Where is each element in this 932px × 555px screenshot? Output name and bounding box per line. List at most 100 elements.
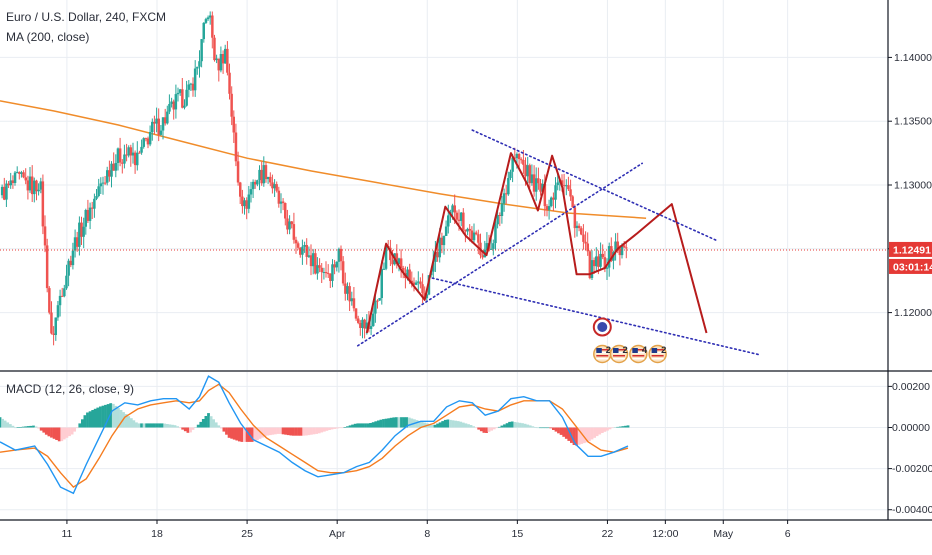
macd-histogram-bar [338,427,342,429]
macd-histogram-bar [253,427,257,442]
candle-body [187,84,190,90]
macd-histogram-bar [567,427,571,441]
macd-histogram-bar [474,427,478,429]
macd-histogram-bar [73,427,76,432]
macd-histogram-bar [183,427,187,432]
time-tick-label: 11 [61,528,72,540]
macd-histogram-bar [379,419,383,428]
macd-histogram-bar [608,427,612,430]
macd-histogram-bar [292,427,295,436]
candle-body [86,210,90,221]
macd-histogram-bar [407,417,411,428]
candle-body [129,147,133,156]
macd-histogram-bar [106,404,110,428]
us-flag-stripe [632,358,645,360]
candle-body [5,183,8,200]
globe-event-icon [597,322,608,332]
candle-body [256,180,259,185]
macd-histogram-bar [371,422,375,428]
macd-histogram-bar [534,427,537,428]
candle-body [67,260,70,276]
macd-histogram-bar [101,405,105,428]
macd-histogram-bar [220,427,223,429]
candle-body [562,185,566,187]
macd-histogram-bar [382,419,385,428]
macd-histogram-bar [78,423,82,428]
candle-body [380,269,383,298]
candle-body [489,248,493,250]
candle-body [434,252,437,262]
candle-body [363,319,366,329]
macd-histogram-bar [70,427,74,435]
candle-body [54,317,57,335]
candle-body [614,241,617,253]
candle-body [522,160,525,165]
us-flag-canton [613,348,619,353]
macd-histogram-bar [492,427,496,430]
candle-body [500,203,504,216]
candle-body [597,256,600,267]
macd-histogram-bar [83,415,87,428]
candle-body [45,245,49,289]
candle-body [166,111,169,124]
candle-body [550,197,553,207]
macd-histogram-bar [297,427,300,436]
channel-line [471,129,719,242]
macd-histogram-bar [580,427,584,444]
macd-histogram-bar [554,427,558,432]
candle-body [88,207,92,221]
macd-histogram-bar [214,422,218,428]
macd-histogram-bar [268,427,272,436]
event-count-badge: 2 [623,345,628,356]
candle-body [80,222,83,237]
candle-body [451,205,454,212]
macd-histogram-bar [256,427,259,440]
candle-body [33,180,36,195]
macd-histogram-bar [245,427,249,442]
candle-body [136,152,139,166]
candle-body [43,226,47,246]
macd-histogram-bar [595,427,599,437]
candle-body [264,165,268,180]
macd-histogram-bar [418,420,421,428]
macd-histogram-bar [536,427,540,429]
candle-body [41,181,45,227]
macd-histogram-bar [65,427,69,438]
macd-histogram-bar [117,408,120,428]
candle-body [432,262,435,272]
macd-histogram-bar [299,427,303,436]
macd-histogram-bar [590,427,594,440]
us-flag-stripe [613,358,626,360]
candle-body [537,178,540,184]
candle-body [318,265,321,268]
macd-histogram-bar [369,423,372,428]
candle-body [586,243,589,252]
ma-200-line [0,100,647,219]
candle-body [372,313,375,327]
macd-histogram-bar [93,408,97,428]
candle-body [56,305,60,318]
macd-histogram-bar [482,427,486,433]
candle-body [481,255,484,258]
candle-body [269,176,272,183]
us-flag-stripe [651,358,664,360]
macd-histogram-bar [124,414,128,428]
candle-body [196,66,199,69]
candle-body [496,215,499,225]
candle-body [99,183,103,187]
macd-histogram-bar [42,427,46,433]
candle-body [603,257,607,269]
candle-body [52,333,55,335]
price-tick-label: 1.14000 [894,52,932,64]
macd-histogram-bar [459,421,463,428]
macd-histogram-bar [531,426,535,428]
macd-histogram-bar [168,424,172,428]
candle-body [286,218,289,230]
candle-body [361,319,364,328]
candle-body [305,245,308,257]
macd-histogram-bar [274,427,277,435]
macd-histogram-bar [119,410,123,428]
candle-body [58,295,62,306]
